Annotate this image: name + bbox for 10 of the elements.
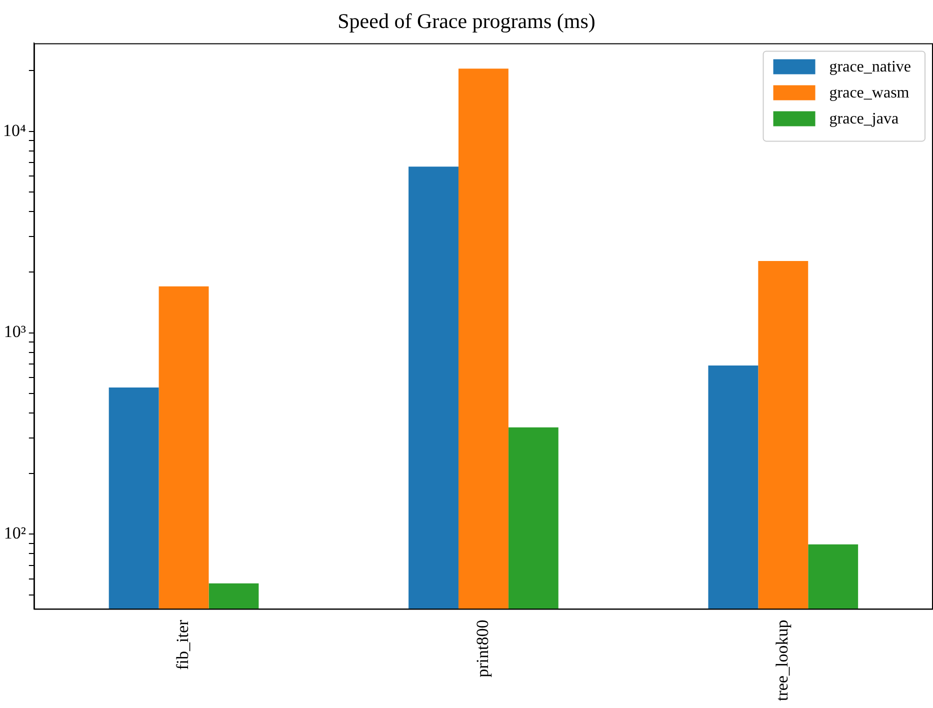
y-tick-label: 10⁴ (2, 120, 26, 140)
chart-title: Speed of Grace programs (ms) (338, 9, 596, 34)
x-tick-label: print800 (472, 620, 492, 678)
legend-label: grace_java (829, 110, 899, 128)
x-tick-label: tree_lookup (772, 620, 792, 702)
legend-label: grace_wasm (829, 84, 910, 102)
y-tick-label: 10² (4, 524, 26, 543)
y-tick-label: 10³ (4, 322, 26, 342)
legend-label: grace_native (829, 58, 912, 76)
x-tick-label: fib_iter (173, 619, 192, 670)
